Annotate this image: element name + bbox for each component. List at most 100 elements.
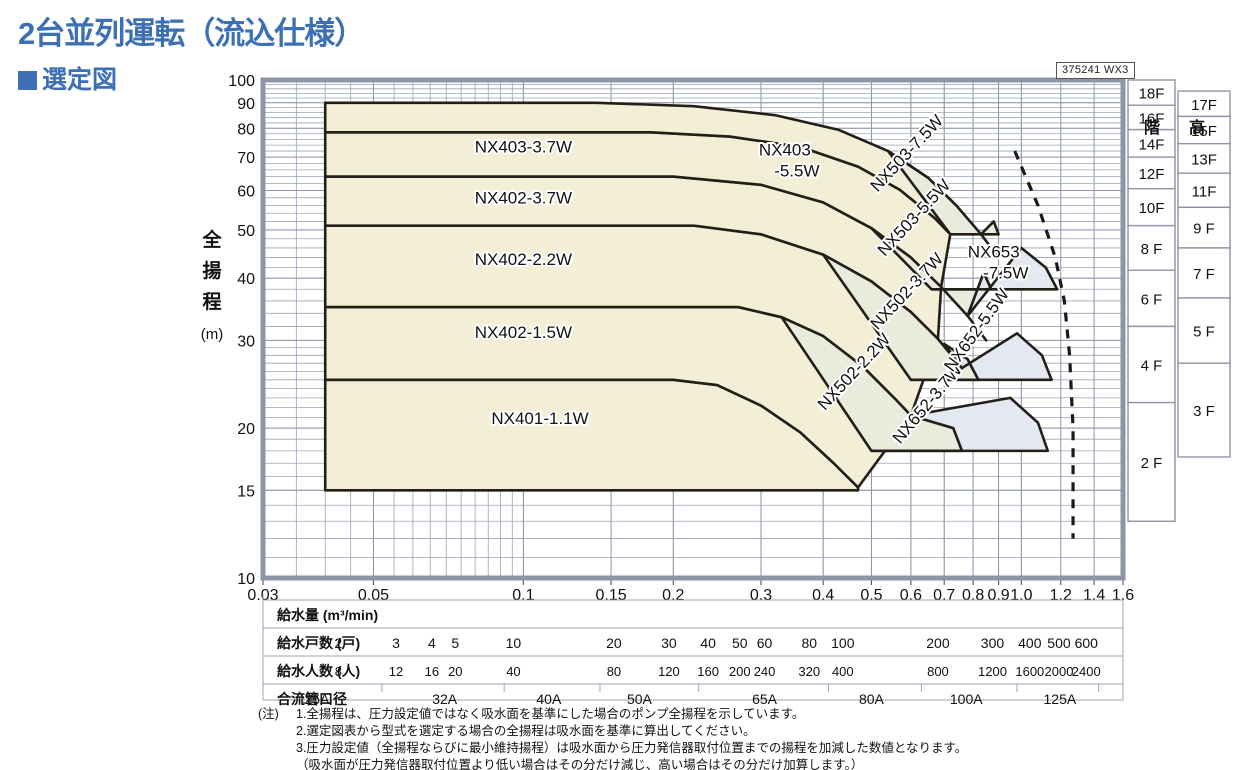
table-row-label: 給水人数 (人) [277,663,360,679]
floor-label: 9 F [1193,221,1215,238]
x-axis-tick-label: 0.2 [662,587,684,604]
table-cell-value: 240 [754,664,776,679]
floor-label: 12F [1139,166,1165,183]
table-cell-value: 20 [448,664,462,679]
table-cell-value: 100A [950,691,983,707]
floor-cell-right[interactable] [1177,115,1231,145]
y-axis-tick-label: 90 [237,96,255,113]
y-axis-tick-label: 20 [237,421,255,438]
table-cell-value: 80 [801,635,817,651]
table-cell-value: 30 [661,635,677,651]
table-cell-value: 100 [831,635,855,651]
page-title: 2台並列運転（流込仕様） [18,16,365,51]
floor-cell-left[interactable] [1127,128,1176,158]
note-item: 1.全揚程は、圧力設定値ではなく吸水面を基準にした場合のポンプ全揚程を示していま… [296,706,804,721]
table-cell-value: 40 [506,664,520,679]
pump-region[interactable] [909,332,1053,382]
curve-label: -7.5W [983,264,1028,283]
x-axis-tick-label: 0.3 [750,587,772,604]
floor-cell-left[interactable] [1127,224,1176,271]
table-cell-value: 2 [334,635,342,651]
floor-cell-right[interactable] [1177,90,1231,118]
table-cell-value: 8 [335,664,342,679]
note-item: 2.選定図表から型式を選定する場合の全揚程は吸水面を基準に算出してください。 [296,723,756,738]
envelope-dashed-line [1013,150,1075,539]
floor-cell-left[interactable] [1127,156,1176,190]
floor-cell-right[interactable] [1177,247,1231,299]
table-cell-value: 125A [1044,691,1077,707]
table-cell-value: 200 [926,635,950,651]
floor-label: 18F [1139,86,1165,103]
table-cell-value: 12 [389,664,403,679]
pump-region[interactable] [886,149,1000,259]
x-axis-tick-label: 1.4 [1083,587,1105,604]
table-cell-value: 320 [798,664,820,679]
table-cell-value: 3 [392,635,400,651]
table-row-label: 給水量 (m³/min) [277,607,378,623]
table-cell-value: 32A [432,691,458,707]
x-axis-tick-label: 0.05 [358,587,389,604]
table-row-label: 合流管口径 [277,691,347,707]
floor-cell-left[interactable] [1127,401,1176,522]
table-cell-value: 40A [536,691,562,707]
table-cell-value: 1200 [978,664,1007,679]
drawing-code-badge: 375241 WX3 [1056,62,1135,79]
table-cell-value: 50 [732,635,748,651]
x-axis-tick-label: 1.0 [1010,587,1032,604]
bullet-square-icon [18,71,37,90]
y-axis-tick-label: 40 [237,271,255,288]
floor-panel-title-right: 高 [1189,118,1205,137]
table-cell-value: 400 [1018,635,1042,651]
pump-region[interactable] [930,246,1059,318]
floor-cell-left[interactable] [1127,187,1176,227]
floor-label: 15F [1191,123,1217,140]
x-axis-tick-label: 0.5 [860,587,882,604]
x-axis-tick-label: 0.6 [900,587,922,604]
notes-marker: (注) [258,706,279,721]
table-cell-value: 4 [428,635,436,651]
pump-regions [323,101,1059,492]
table-cell-value: 2400 [1072,664,1101,679]
x-axis-tick-label: 1.2 [1050,587,1072,604]
x-axis-tick-label: 0.1 [512,587,534,604]
section-subtitle: 選定図 [18,60,117,96]
floor-label: 16F [1139,110,1165,127]
y-axis-title: 全揚程 (m) [200,230,224,343]
floor-label: 8 F [1141,241,1163,258]
y-axis-tick-label: 10 [237,571,255,588]
floor-label: 17F [1191,97,1217,114]
pump-region[interactable] [870,396,1050,453]
table-cell-value: 200 [729,664,751,679]
table-cell-value: 50A [627,691,653,707]
floor-cell-left[interactable] [1127,269,1176,328]
y-axis-tick-label: 100 [228,73,255,90]
table-cell-value: 60 [757,635,773,651]
floor-label: 11F [1192,183,1217,200]
x-axis-tick-label: 0.8 [962,587,984,604]
floor-cell-right[interactable] [1177,362,1231,458]
floor-label: 4 F [1141,358,1163,375]
floor-label: 13F [1191,151,1217,168]
floor-label: 3 F [1193,403,1215,420]
section-subtitle-label: 選定図 [42,66,118,94]
curve-label: NX403-3.7W [475,138,572,157]
curve-label: -5.5W [774,162,819,181]
table-cell-value: 5 [451,635,459,651]
floor-panel-title-left: 階 [1144,119,1160,137]
table-cell-value: 80 [607,664,621,679]
table-cell-value: 25A [304,691,330,707]
table-cell-value: 500 [1047,635,1071,651]
x-axis-tick-label: 0.9 [987,587,1009,604]
curve-label: NX653 [968,243,1020,262]
table-cell-value: 800 [927,664,949,679]
curve-label: NX401-1.1W [491,409,588,428]
floor-cell-left[interactable] [1127,325,1176,404]
table-cell-value: 16 [425,664,439,679]
floor-label: 14F [1139,136,1165,153]
table-cell-value: 400 [832,664,854,679]
plot-border [260,77,1126,581]
floor-cell-right[interactable] [1177,297,1231,364]
floor-label: 5 F [1193,324,1215,341]
table-cell-value: 600 [1075,635,1099,651]
